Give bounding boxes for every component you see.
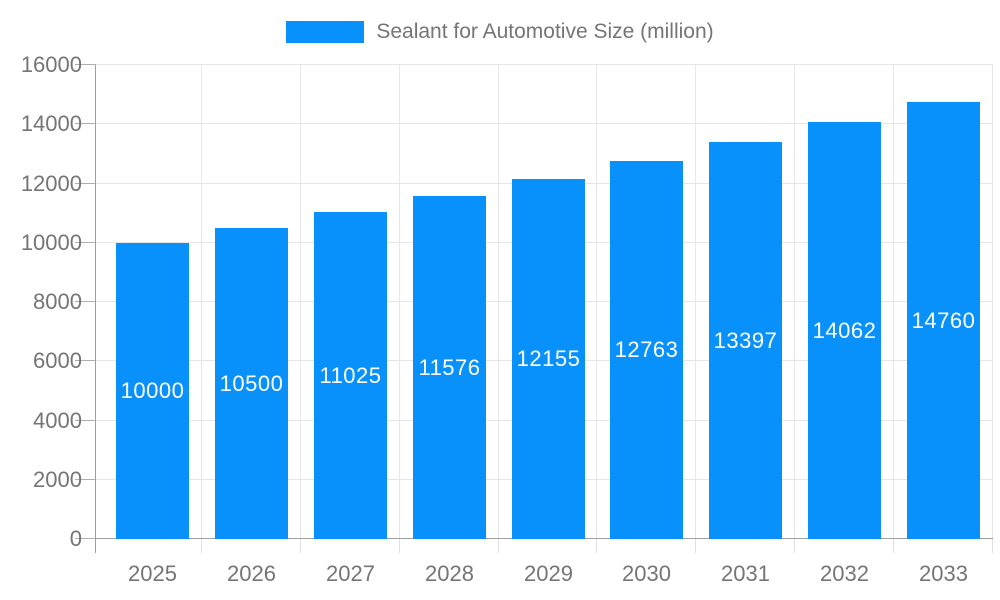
gridline-vertical (992, 65, 993, 539)
x-axis-category-label: 2029 (524, 561, 573, 586)
bar[interactable]: 11025 (314, 212, 387, 539)
gridline-vertical (794, 65, 795, 539)
bar[interactable]: 13397 (709, 142, 782, 539)
y-axis-tick (75, 242, 96, 243)
y-axis-tick-label: 6000 (33, 348, 82, 373)
x-axis-tick (893, 539, 894, 553)
bar[interactable]: 14062 (808, 122, 881, 539)
gridline-vertical (498, 65, 499, 539)
y-axis-tick-label: 8000 (33, 289, 82, 314)
bar-value-label: 14760 (911, 307, 976, 333)
y-axis-tick (75, 183, 96, 184)
bar-value-label: 12155 (516, 346, 581, 371)
gridline-vertical (596, 65, 597, 539)
y-axis-tick-label: 14000 (20, 111, 82, 136)
y-axis-line (95, 65, 96, 553)
bar[interactable]: 12763 (610, 161, 683, 539)
x-axis-category-label: 2032 (820, 561, 869, 586)
gridline-vertical (300, 65, 301, 539)
x-axis-category-label: 2030 (622, 561, 671, 586)
legend-label: Sealant for Automotive Size (million) (376, 20, 714, 43)
x-axis-tick (399, 539, 400, 553)
x-axis-tick (498, 539, 499, 553)
y-axis-tick (75, 479, 96, 480)
bar[interactable]: 14760 (907, 102, 980, 539)
legend[interactable]: Sealant for Automotive Size (million) (0, 18, 1000, 46)
x-axis-category-label: 2027 (326, 561, 375, 586)
y-axis-tick-label: 4000 (33, 408, 82, 433)
y-axis-tick (75, 123, 96, 124)
bar-value-label: 10500 (219, 370, 284, 396)
x-axis-tick (201, 539, 202, 553)
gridline-vertical (399, 65, 400, 539)
y-axis-tick (75, 538, 96, 539)
bar[interactable]: 10000 (116, 243, 189, 539)
x-axis-category-label: 2028 (425, 561, 474, 586)
bar[interactable]: 12155 (512, 179, 585, 539)
x-axis-category-label: 2031 (721, 561, 770, 586)
gridline-horizontal (96, 64, 993, 65)
y-axis-tick (75, 301, 96, 302)
y-axis-tick (75, 360, 96, 361)
bar-value-label: 12763 (614, 337, 679, 362)
y-axis-tick-label: 16000 (20, 52, 82, 77)
x-axis-tick (596, 539, 597, 553)
bar[interactable]: 10500 (215, 228, 288, 539)
gridline-vertical (201, 65, 202, 539)
y-axis-tick (75, 420, 96, 421)
y-axis-tick-label: 10000 (20, 230, 82, 255)
y-axis-tick (75, 64, 96, 65)
x-axis-tick (300, 539, 301, 553)
gridline-vertical (695, 65, 696, 539)
x-axis-tick (794, 539, 795, 553)
y-axis-tick-label: 12000 (20, 171, 82, 196)
x-axis-tick (695, 539, 696, 553)
y-axis-tick-label: 2000 (33, 467, 82, 492)
x-axis-category-label: 2033 (919, 561, 968, 586)
bar-value-label: 11025 (319, 362, 382, 388)
bar-value-label: 11576 (418, 354, 481, 380)
x-axis-tick (992, 539, 993, 553)
plot-area: 0 2000 4000 6000 8000 10000 12000 14000 16000 100… (21, 53, 993, 586)
x-axis-category-label: 2025 (128, 561, 177, 586)
bar-value-label: 13397 (713, 327, 778, 353)
bar-value-label: 10000 (120, 378, 185, 403)
gridline-vertical (893, 65, 894, 539)
y-axis-tick-label: 0 (69, 526, 82, 551)
gridline-horizontal (96, 123, 993, 124)
bar-value-label: 14062 (812, 317, 877, 343)
bar[interactable]: 11576 (413, 196, 486, 539)
x-axis-category-label: 2026 (227, 561, 276, 586)
legend-swatch (286, 21, 365, 43)
